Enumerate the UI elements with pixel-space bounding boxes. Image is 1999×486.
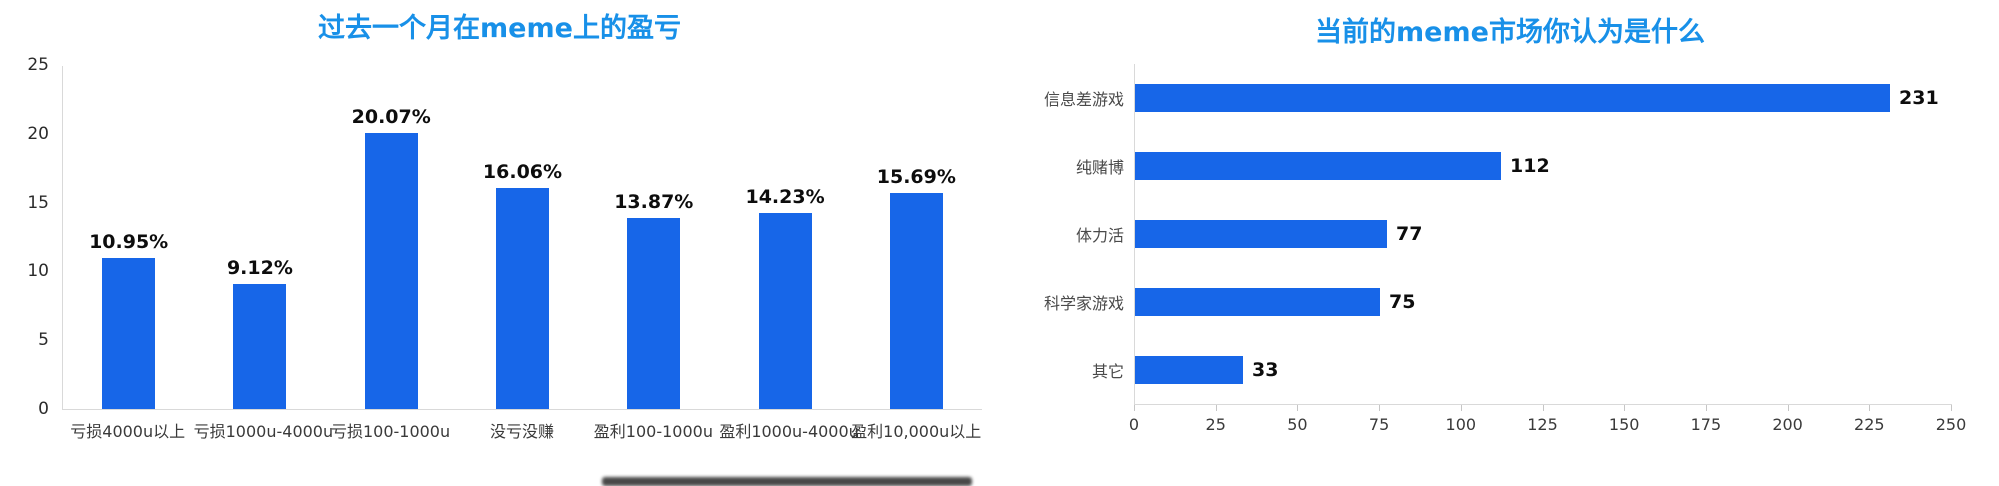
market-bars: 231 112 77 75 33	[1134, 64, 1990, 404]
bar	[1135, 84, 1890, 112]
bar-column: 13.87%	[588, 66, 719, 409]
bar-column: 16.06%	[457, 66, 588, 409]
bar-column: 9.12%	[194, 66, 325, 409]
bar-value-label: 14.23%	[745, 186, 825, 208]
y-axis-tick-label: 15	[27, 192, 49, 213]
x-axis-tick-mark	[1705, 405, 1707, 411]
y-axis-tick-label: 10	[27, 261, 49, 282]
bar-value-label: 231	[1899, 87, 1939, 109]
bar-column: 14.23%	[720, 66, 851, 409]
x-axis-category-label: 亏损100-1000u	[330, 422, 451, 441]
pnl-y-axis: 0 5 10 15 20 25	[13, 55, 57, 419]
x-axis-tick-mark	[1869, 405, 1871, 411]
market-chart-title: 当前的meme市场你认为是什么	[1315, 17, 1705, 48]
market-bar-chart: 当前的meme市场你认为是什么 信息差游戏纯赌博体力活科学家游戏其它 231 11…	[1030, 16, 1990, 439]
x-axis-category-label: 亏损4000u以上	[70, 422, 186, 441]
bar-column: 20.07%	[326, 66, 457, 409]
bar	[364, 133, 418, 409]
bar-row: 231	[1135, 64, 1990, 132]
bar	[1135, 152, 1501, 180]
x-axis-category-label: 亏损1000u-4000u	[193, 422, 334, 441]
x-axis-tick-label: 25	[1205, 415, 1226, 434]
category-label: 科学家游戏	[1043, 294, 1124, 313]
x-axis-category-label: 盈利100-1000u	[593, 422, 713, 441]
pnl-chart-title: 过去一个月在meme上的盈亏	[318, 13, 681, 44]
bar-value-label: 9.12%	[226, 257, 293, 279]
bar-value-label: 33	[1252, 359, 1279, 381]
bar-value-label: 15.69%	[876, 166, 956, 188]
bar-value-label: 20.07%	[351, 106, 431, 128]
bar-row: 77	[1135, 200, 1990, 268]
bar-value-label: 16.06%	[482, 161, 563, 183]
x-axis-tick-label: 225	[1854, 415, 1885, 434]
bar	[495, 188, 549, 409]
y-axis-tick-label: 0	[38, 399, 49, 419]
bar	[627, 218, 681, 409]
x-axis-category-label: 没亏没赚	[489, 422, 554, 441]
bar-value-label: 13.87%	[614, 191, 694, 213]
bar-column: 15.69%	[851, 66, 982, 409]
x-axis-tick-label: 50	[1287, 415, 1308, 434]
category-label: 其它	[1091, 362, 1124, 381]
market-plot-column: 231 112 77 75 33 0 25 50 75 100 125 150 175 200 225 25…	[1129, 64, 1990, 439]
x-axis-tick-mark	[1460, 405, 1462, 411]
x-axis-category-label: 盈利10,000u以上	[851, 422, 982, 441]
category-label: 体力活	[1075, 226, 1124, 245]
x-axis-tick-mark	[1297, 405, 1299, 411]
x-axis-tick-mark	[1542, 405, 1544, 411]
x-axis-tick-label: 200	[1772, 415, 1803, 434]
bar-row: 112	[1135, 132, 1990, 200]
bar	[233, 284, 287, 409]
x-axis-tick-label: 250	[1935, 415, 1967, 434]
x-axis-tick-label: 100	[1445, 415, 1477, 434]
market-plot-wrap: 信息差游戏纯赌博体力活科学家游戏其它 231 112 77 75 33 0 25 50 75 1…	[1030, 64, 1990, 439]
bar-row: 75	[1135, 268, 1990, 336]
x-axis-tick-label: 150	[1608, 415, 1640, 434]
x-axis-tick-mark	[1787, 405, 1789, 411]
cropped-content-strip	[602, 477, 972, 486]
bar	[102, 258, 156, 409]
x-axis-tick-label: 75	[1368, 415, 1390, 434]
x-axis-tick-label: 175	[1690, 415, 1722, 434]
x-axis-tick-mark	[1379, 405, 1381, 411]
category-label: 信息差游戏	[1043, 90, 1124, 109]
x-axis-tick-label: 125	[1527, 415, 1558, 434]
bar	[1135, 220, 1387, 248]
bar-value-label: 77	[1396, 223, 1423, 245]
x-axis-tick-mark	[1134, 405, 1135, 411]
y-axis-tick-label: 5	[38, 330, 49, 351]
category-label: 纯赌博	[1075, 158, 1124, 177]
x-axis-tick-mark	[1624, 405, 1626, 411]
pnl-bar-chart: 过去一个月在meme上的盈亏 0 5 10 15 20 25 10.95% 9.12% 20.…	[12, 12, 987, 442]
pnl-x-axis-labels: 亏损4000u以上 亏损1000u-4000u 亏损100-1000u 没亏没赚 盈利1…	[62, 410, 982, 442]
x-axis-tick-label: 0	[1128, 415, 1140, 434]
bar	[889, 193, 943, 409]
bar-value-label: 75	[1389, 291, 1416, 313]
bar	[758, 213, 812, 409]
x-axis-tick-mark	[1215, 405, 1217, 411]
y-axis-tick-label: 20	[27, 123, 49, 144]
bar-row: 33	[1135, 336, 1990, 404]
pnl-plot-area: 0 5 10 15 20 25 10.95% 9.12% 20.07% 16.06% 13.87%…	[27, 55, 982, 419]
market-x-axis: 0 25 50 75 100 125 150 175 200 225 250	[1129, 404, 1966, 439]
x-axis-category-label: 盈利1000u-4000u	[719, 422, 859, 441]
bar-value-label: 10.95%	[89, 231, 169, 253]
bar	[1135, 356, 1243, 384]
bar	[1135, 288, 1380, 316]
bar-value-label: 112	[1510, 155, 1550, 177]
market-category-labels: 信息差游戏纯赌博体力活科学家游戏其它	[1030, 64, 1134, 439]
y-axis-tick-label: 25	[27, 55, 49, 75]
bar-column: 10.95%	[63, 66, 194, 409]
x-axis-tick-mark	[1951, 405, 1952, 411]
